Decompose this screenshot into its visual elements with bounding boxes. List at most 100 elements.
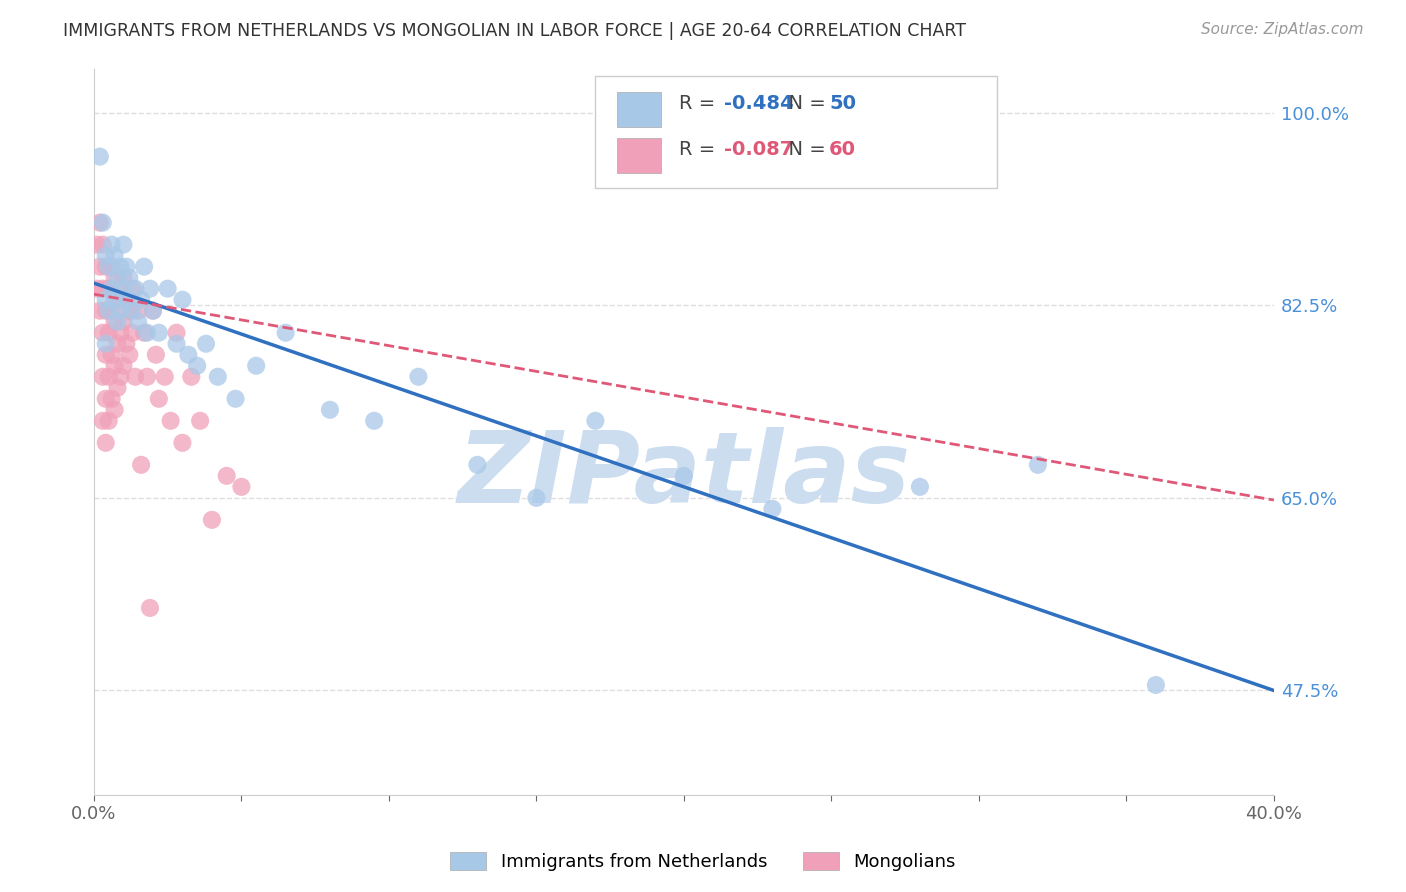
Point xyxy=(91,414,114,428)
Point xyxy=(100,348,122,362)
Point xyxy=(363,414,385,428)
Point xyxy=(89,260,111,274)
Point xyxy=(100,260,122,274)
Point xyxy=(115,260,138,274)
Point xyxy=(215,468,238,483)
Point xyxy=(207,369,229,384)
Point xyxy=(94,249,117,263)
Point xyxy=(121,282,143,296)
Point xyxy=(319,402,342,417)
Point xyxy=(127,315,149,329)
Point xyxy=(89,303,111,318)
FancyBboxPatch shape xyxy=(617,92,661,128)
Point xyxy=(148,326,170,340)
Point xyxy=(118,270,141,285)
Text: R =: R = xyxy=(679,95,721,113)
Point xyxy=(124,369,146,384)
Point xyxy=(166,336,188,351)
Point xyxy=(91,237,114,252)
Point xyxy=(145,348,167,362)
Point xyxy=(121,326,143,340)
Point xyxy=(112,315,135,329)
Point xyxy=(672,468,695,483)
Point xyxy=(225,392,247,406)
Point xyxy=(121,303,143,318)
Point xyxy=(908,480,931,494)
Point xyxy=(103,402,125,417)
Point xyxy=(94,260,117,274)
Point xyxy=(159,414,181,428)
Point xyxy=(97,303,120,318)
Point xyxy=(107,336,129,351)
Text: -0.484: -0.484 xyxy=(724,95,793,113)
Point xyxy=(100,392,122,406)
Point xyxy=(86,282,108,296)
Point xyxy=(132,260,155,274)
Point xyxy=(112,270,135,285)
Legend: Immigrants from Netherlands, Mongolians: Immigrants from Netherlands, Mongolians xyxy=(443,845,963,879)
FancyBboxPatch shape xyxy=(595,76,997,188)
Point xyxy=(112,282,135,296)
Point xyxy=(408,369,430,384)
Point xyxy=(100,237,122,252)
Point xyxy=(107,293,129,307)
Point xyxy=(100,303,122,318)
Point xyxy=(110,282,132,296)
Point xyxy=(132,326,155,340)
Point xyxy=(97,326,120,340)
Point xyxy=(188,414,211,428)
Point xyxy=(274,326,297,340)
Point xyxy=(1144,678,1167,692)
Point xyxy=(91,282,114,296)
Point xyxy=(245,359,267,373)
FancyBboxPatch shape xyxy=(617,138,661,173)
Point xyxy=(129,458,152,472)
Point xyxy=(112,359,135,373)
Point xyxy=(110,369,132,384)
Point xyxy=(103,249,125,263)
Point xyxy=(180,369,202,384)
Point xyxy=(172,293,194,307)
Point xyxy=(129,293,152,307)
Point xyxy=(94,348,117,362)
Point xyxy=(97,369,120,384)
Point xyxy=(115,293,138,307)
Point xyxy=(94,336,117,351)
Point xyxy=(94,293,117,307)
Point xyxy=(139,282,162,296)
Point xyxy=(136,369,159,384)
Point xyxy=(94,435,117,450)
Point xyxy=(136,326,159,340)
Point xyxy=(110,326,132,340)
Point xyxy=(97,414,120,428)
Text: -0.087: -0.087 xyxy=(724,140,793,160)
Point xyxy=(115,336,138,351)
Point xyxy=(231,480,253,494)
Point xyxy=(91,326,114,340)
Point xyxy=(526,491,548,505)
Point xyxy=(107,381,129,395)
Point xyxy=(91,369,114,384)
Point xyxy=(124,282,146,296)
Point xyxy=(186,359,208,373)
Point xyxy=(86,237,108,252)
Point xyxy=(583,414,606,428)
Point xyxy=(467,458,489,472)
Point xyxy=(156,282,179,296)
Point xyxy=(110,260,132,274)
Point xyxy=(103,359,125,373)
Point xyxy=(201,513,224,527)
Point xyxy=(103,270,125,285)
Text: R =: R = xyxy=(679,140,721,160)
Text: N =: N = xyxy=(776,95,832,113)
Text: ZIPatlas: ZIPatlas xyxy=(457,427,911,524)
Point xyxy=(127,303,149,318)
Point xyxy=(107,315,129,329)
Point xyxy=(100,282,122,296)
Text: 50: 50 xyxy=(830,95,856,113)
Point xyxy=(115,293,138,307)
Point xyxy=(89,216,111,230)
Point xyxy=(142,303,165,318)
Point xyxy=(97,282,120,296)
Point xyxy=(103,315,125,329)
